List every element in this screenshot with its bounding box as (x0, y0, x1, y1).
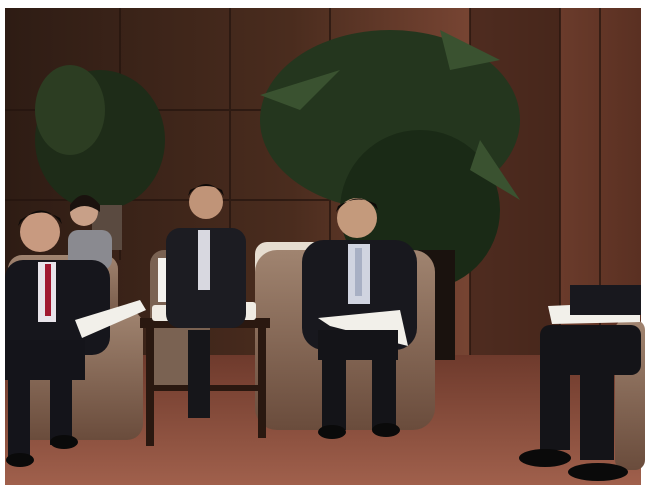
leg (8, 370, 30, 460)
palm-leaves (260, 30, 520, 200)
shoe (50, 435, 78, 449)
papers (75, 300, 146, 338)
head (189, 185, 223, 219)
person-left (5, 210, 146, 460)
tie (355, 248, 362, 296)
shoe (372, 423, 400, 437)
person-center (302, 198, 417, 439)
shoe (6, 453, 34, 467)
hair (188, 184, 224, 196)
head (20, 212, 60, 252)
shirt (198, 230, 210, 290)
leg (50, 370, 72, 445)
head (337, 198, 377, 238)
person-back (166, 184, 246, 418)
person-right (519, 285, 641, 481)
table-leg (258, 328, 266, 438)
leg (322, 350, 346, 430)
shoe (318, 425, 346, 439)
leg (540, 360, 570, 450)
hair (336, 198, 378, 212)
leg (580, 360, 614, 460)
table-leg (146, 328, 154, 446)
tie (45, 264, 51, 316)
foliage (35, 65, 105, 155)
shoe (519, 449, 571, 467)
hair (70, 195, 100, 212)
plant-left (35, 65, 165, 250)
arm (570, 285, 641, 315)
leg (372, 350, 396, 430)
shoe (568, 463, 628, 481)
scene (5, 8, 645, 485)
leg (188, 330, 210, 418)
